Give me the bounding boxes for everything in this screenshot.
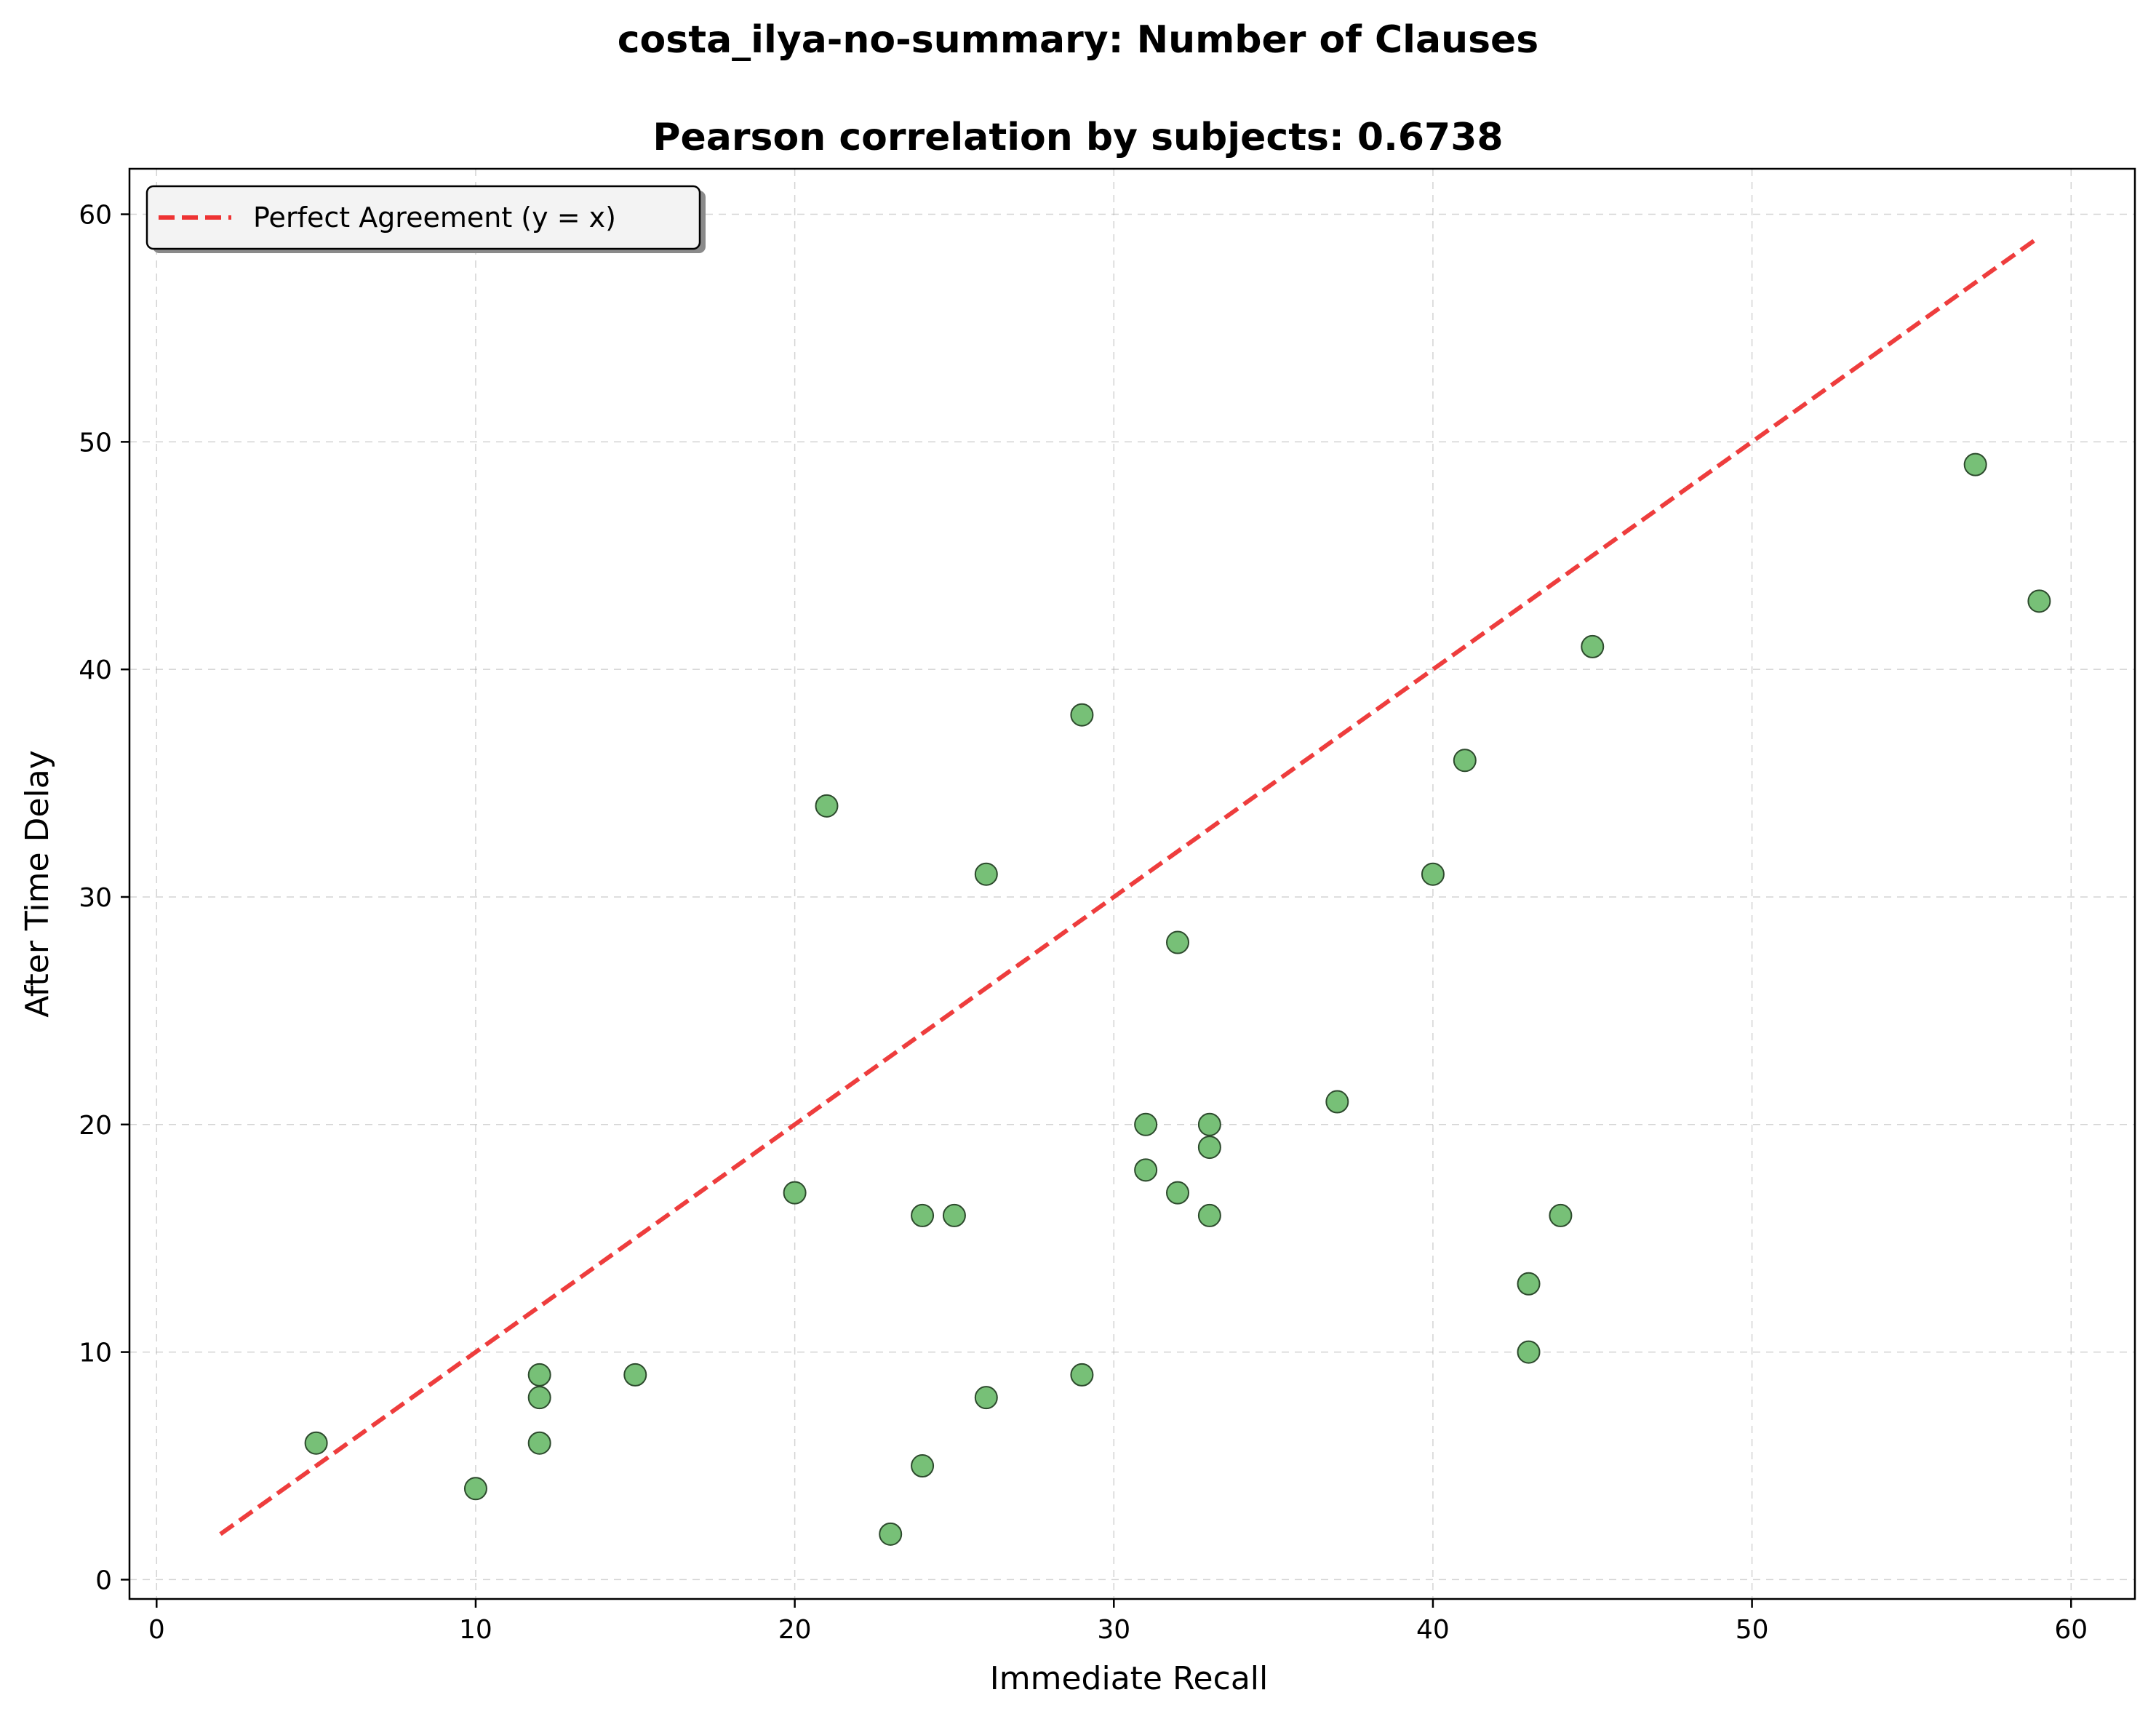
data-point [1197,1112,1221,1136]
x-tick-label: 60 [2054,1615,2088,1645]
perfect-agreement-line [219,235,2041,1536]
data-point [974,862,998,886]
y-tick-label: 60 [79,201,112,231]
data-point [1517,1272,1541,1296]
y-tick-label: 20 [79,1111,112,1141]
x-tick-label: 40 [1416,1615,1450,1645]
y-tick-label: 40 [79,655,112,685]
data-point [1421,862,1445,886]
data-point [911,1203,935,1227]
legend-box [145,185,701,250]
data-point [527,1386,551,1410]
data-point [1963,452,1987,476]
data-point [1166,930,1190,954]
data-point [1070,703,1094,727]
reference-line-layer [219,235,2041,1536]
data-point [911,1454,935,1478]
data-points [304,452,2051,1546]
data-point [1197,1203,1221,1227]
data-point [527,1363,551,1387]
y-tick-label: 30 [79,883,112,913]
x-tick-label: 30 [1097,1615,1130,1645]
x-tick-label: 50 [1736,1615,1769,1645]
data-point [304,1431,328,1455]
data-point [1134,1112,1158,1136]
data-point [879,1522,903,1546]
y-tick-label: 10 [79,1339,112,1368]
data-point [1134,1158,1158,1182]
data-point [1070,1363,1094,1387]
legend-entry-perfect-agreement: Perfect Agreement (y = x) [253,202,616,234]
data-point [1197,1136,1221,1160]
grid [129,169,2135,1599]
x-tick-label: 20 [778,1615,812,1645]
data-point [527,1431,551,1455]
data-point [2027,589,2051,613]
data-point [1166,1181,1190,1205]
data-point [1581,634,1605,658]
axis-ticks: 0 10 20 30 40 50 60 0 10 20 30 40 50 60 [79,201,2088,1645]
y-tick-label: 0 [95,1566,112,1595]
data-point [1325,1090,1349,1114]
chart-subtitle: Pearson correlation by subjects: 0.6738 [652,116,1503,159]
data-point [942,1203,966,1227]
legend: Perfect Agreement (y = x) [145,185,706,253]
data-point [623,1363,647,1387]
data-point [463,1477,487,1501]
data-point [783,1181,807,1205]
data-point [1549,1203,1573,1227]
x-tick-label: 10 [459,1615,492,1645]
data-point [974,1386,998,1410]
y-axis-label: After Time Delay [19,750,56,1018]
x-axis-label: Immediate Recall [990,1660,1268,1697]
data-point [1453,749,1477,773]
plot-frame [128,167,2136,1600]
x-tick-label: 0 [148,1615,165,1645]
data-point [1517,1340,1541,1364]
chart-title: costa_ilya-no-summary: Number of Clauses [618,18,1539,62]
y-tick-label: 50 [79,428,112,458]
data-point [815,794,839,818]
